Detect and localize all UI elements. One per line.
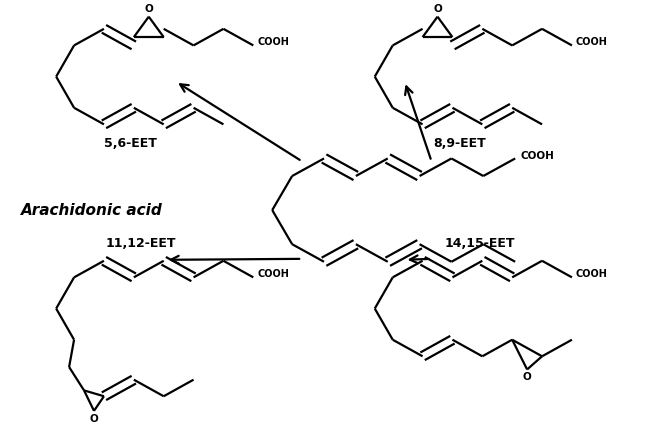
Text: COOH: COOH bbox=[257, 37, 289, 47]
Text: 11,12-EET: 11,12-EET bbox=[106, 237, 176, 250]
Text: 5,6-EET: 5,6-EET bbox=[104, 137, 157, 150]
Text: O: O bbox=[145, 4, 153, 14]
Text: O: O bbox=[89, 414, 98, 424]
Text: O: O bbox=[523, 372, 531, 383]
Text: 14,15-EET: 14,15-EET bbox=[445, 237, 515, 250]
Text: COOH: COOH bbox=[576, 269, 608, 279]
Text: COOH: COOH bbox=[257, 269, 289, 279]
Text: COOH: COOH bbox=[520, 150, 554, 161]
Text: O: O bbox=[433, 4, 442, 14]
Text: COOH: COOH bbox=[576, 37, 608, 47]
Text: 8,9-EET: 8,9-EET bbox=[433, 137, 486, 150]
Text: Arachidonic acid: Arachidonic acid bbox=[21, 203, 163, 218]
